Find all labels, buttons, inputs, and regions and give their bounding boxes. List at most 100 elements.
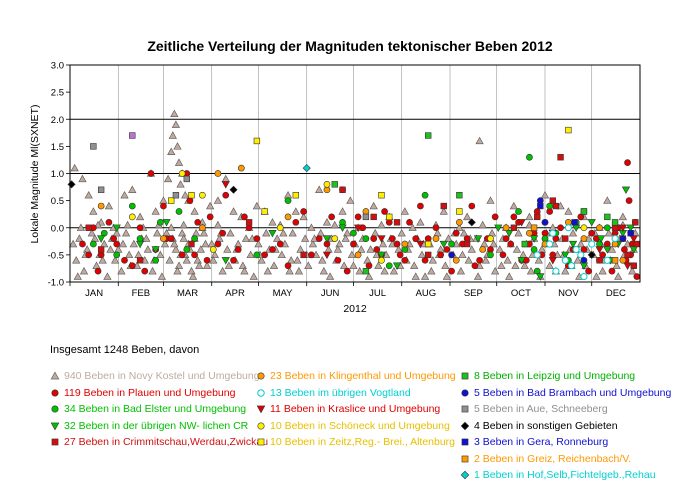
data-point: [210, 250, 219, 259]
data-point: [364, 272, 374, 280]
data-point: [377, 220, 386, 229]
data-point: [633, 273, 641, 280]
data-point: [245, 224, 253, 232]
data-point: [425, 251, 432, 259]
data-point: [173, 142, 182, 150]
data-point: [110, 235, 117, 242]
data-point: [505, 229, 514, 238]
data-point: [354, 224, 363, 232]
data-point: [113, 251, 121, 259]
data-point: [479, 246, 487, 253]
y-tick-label: 2.5: [51, 88, 64, 99]
data-point: [85, 224, 92, 231]
data-point: [224, 261, 233, 269]
data-point: [421, 256, 429, 264]
month-label: NOV: [558, 288, 579, 299]
data-point: [473, 235, 483, 243]
data-point: [120, 190, 129, 199]
data-point: [624, 251, 631, 259]
data-point: [97, 251, 105, 259]
data-point: [182, 256, 191, 264]
data-point: [201, 239, 210, 248]
data-point: [533, 267, 541, 275]
data-point: [301, 234, 310, 242]
data-point: [362, 267, 370, 275]
data-point: [459, 228, 469, 237]
data-point: [222, 191, 230, 199]
data-point: [633, 240, 641, 248]
data-point: [229, 207, 238, 215]
data-point: [103, 272, 112, 280]
month-label: APR: [225, 288, 245, 299]
data-point: [70, 163, 79, 172]
data-point: [514, 228, 523, 237]
data-point: [105, 218, 113, 226]
data-point: [624, 159, 631, 167]
data-point: [509, 201, 518, 210]
data-point: [378, 192, 385, 199]
data-point: [183, 175, 190, 183]
data-point: [219, 229, 226, 237]
data-point: [381, 208, 388, 215]
data-point: [125, 250, 134, 259]
data-point: [350, 240, 357, 248]
series-kraslice: [221, 181, 638, 270]
data-point: [564, 207, 573, 215]
data-point: [568, 240, 578, 249]
data-point: [577, 251, 585, 259]
legend-label: 4 Beben in sonstigen Gebieten: [474, 419, 618, 432]
data-point: [588, 229, 596, 237]
data-point: [537, 202, 544, 210]
data-point: [448, 267, 455, 275]
data-point: [517, 219, 526, 227]
data-point: [366, 245, 375, 253]
data-point: [565, 126, 572, 134]
data-point: [183, 246, 191, 253]
data-point: [371, 228, 380, 237]
data-point: [226, 228, 235, 237]
data-point: [188, 240, 195, 248]
data-point: [512, 245, 522, 253]
data-point: [378, 256, 385, 264]
data-point: [191, 235, 198, 242]
data-point: [568, 228, 578, 237]
data-point: [254, 239, 263, 248]
data-point: [328, 213, 335, 221]
data-point: [168, 197, 175, 204]
data-point: [603, 196, 612, 204]
data-point: [596, 224, 603, 232]
data-point: [203, 256, 211, 264]
data-point: [370, 235, 378, 242]
legend-item-kraslice: 11 Beben in Kraslice und Umgebung: [256, 403, 496, 416]
month-label: DEC: [606, 288, 626, 299]
data-point: [505, 272, 514, 280]
legend-item-badbrambach: 5 Beben in Bad Brambach und Umgebung: [460, 387, 700, 400]
data-point: [580, 246, 588, 253]
data-point: [178, 251, 186, 259]
data-point: [561, 266, 570, 275]
data-point: [478, 220, 487, 229]
data-point: [168, 131, 177, 139]
legend-marker-icon: [460, 403, 474, 415]
data-point: [373, 246, 381, 253]
legend-label: 34 Beben in Bad Elster und Umgebung: [64, 403, 247, 415]
data-point: [106, 245, 115, 253]
data-point: [152, 256, 160, 264]
data-point: [587, 219, 596, 227]
data-point: [580, 224, 588, 232]
legend-marker-icon: [256, 403, 270, 415]
data-point: [442, 272, 451, 280]
data-point: [487, 235, 494, 242]
data-point: [588, 240, 596, 248]
legend-marker-icon: [460, 436, 474, 448]
data-point: [424, 235, 432, 242]
legend-marker-icon: [460, 469, 474, 481]
data-point: [611, 219, 619, 226]
data-point: [580, 208, 588, 215]
data-point: [392, 262, 402, 270]
data-point: [557, 154, 564, 161]
data-point: [456, 266, 466, 275]
data-point: [339, 186, 346, 193]
data-point: [603, 256, 611, 264]
data-point: [223, 245, 232, 253]
